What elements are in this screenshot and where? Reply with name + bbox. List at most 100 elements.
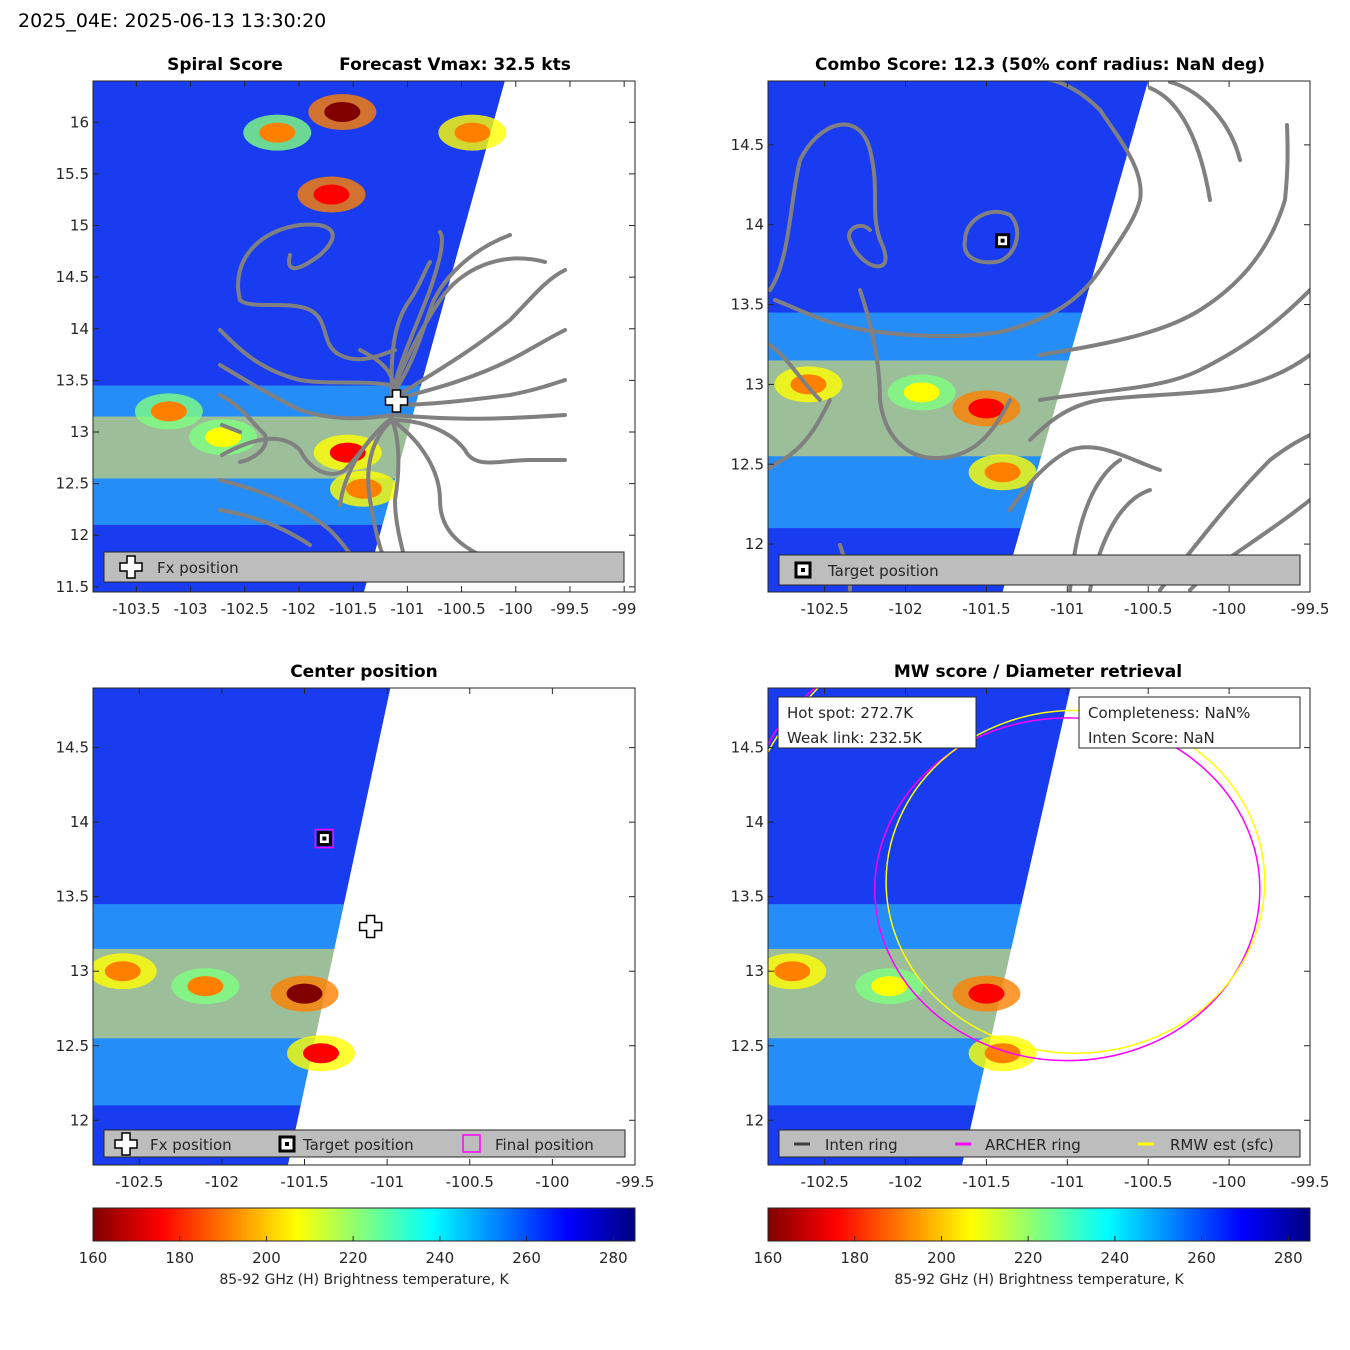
colorbar-tick-label: 260: [512, 1249, 541, 1267]
fx-position-marker: [358, 914, 383, 939]
colorbar-tick-label: 200: [252, 1249, 281, 1267]
colorbar-tick-label: 160: [79, 1249, 108, 1267]
no-data-region: [287, 688, 635, 1165]
x-tick-label: -100.5: [1124, 600, 1172, 618]
legend-final-position: Final position: [495, 1136, 594, 1154]
x-tick-label: -99.5: [1291, 1173, 1330, 1191]
spiral-score-panel: Spiral Score Forecast Vmax: 32.5 kts: [56, 55, 637, 618]
legend: Target position: [778, 554, 1301, 586]
y-tick-label: 12.5: [731, 1037, 764, 1055]
x-tick-label: -102.5: [800, 600, 848, 618]
hot-spot: [984, 462, 1021, 483]
combo-score-panel: Combo Score: 12.3 (50% conf radius: NaN …: [731, 55, 1330, 618]
colorbar-label: 85-92 GHz (H) Brightness temperature, K: [894, 1272, 1184, 1288]
inten-score-text: Inten Score: NaN: [1088, 729, 1215, 747]
marker-layer: [995, 233, 1011, 249]
figure-title: 2025_04E: 2025-06-13 13:30:20: [18, 10, 326, 32]
x-tick-label: -100: [499, 600, 533, 618]
y-tick-label: 12: [745, 1111, 764, 1129]
x-tick-label: -101: [390, 600, 424, 618]
target-position-icon: [794, 561, 812, 579]
x-tick-label: -100.5: [446, 1173, 494, 1191]
hot-spot-text: Hot spot: 272.7K: [787, 704, 914, 722]
target-position-dot: [1000, 238, 1005, 243]
y-tick-label: 14: [70, 813, 89, 831]
center-position-title: Center position: [290, 662, 438, 682]
y-tick-label: 14.5: [56, 268, 89, 286]
colorbar-tick-label: 220: [339, 1249, 368, 1267]
archer-ring: [874, 717, 1261, 1062]
x-tick-label: -102.5: [800, 1173, 848, 1191]
info-box-left: Hot spot: 272.7K Weak link: 232.5K: [777, 696, 977, 749]
completeness-text: Completeness: NaN%: [1088, 704, 1250, 722]
y-tick-label: 13: [745, 962, 764, 980]
y-tick-label: 12.5: [56, 1037, 89, 1055]
legend-target-position: Target position: [302, 1136, 414, 1154]
y-tick-label: 12.5: [56, 475, 89, 493]
x-tick-label: -103: [174, 600, 208, 618]
x-tick-label: -102.5: [221, 600, 269, 618]
y-tick-label: 13: [70, 962, 89, 980]
x-tick-label: -100: [1212, 600, 1246, 618]
plot-frame: [92, 687, 636, 1166]
legend-fx-position: Fx position: [157, 559, 239, 577]
no-data-region: [962, 688, 1310, 1165]
fx-position-marker: [384, 389, 409, 413]
forecast-vmax-title: Forecast Vmax: 32.5 kts: [339, 55, 571, 75]
hot-spot: [313, 184, 350, 205]
hot-spot: [968, 398, 1005, 419]
colorbar-tick-label: 220: [1014, 1249, 1043, 1267]
target-position-dot: [322, 836, 327, 841]
x-tick-label: -102: [888, 600, 922, 618]
colorbar-tick-label: 160: [754, 1249, 783, 1267]
hot-spot: [104, 961, 141, 982]
mw-score-title: MW score / Diameter retrieval: [894, 662, 1182, 682]
y-tick-label: 12: [70, 1111, 89, 1129]
marker-layer: [314, 828, 383, 939]
y-tick-label: 13.5: [731, 296, 764, 314]
y-tick-label: 14: [745, 216, 764, 234]
marker-layer: [384, 389, 409, 413]
y-tick-label: 13: [70, 423, 89, 441]
colorbar-gradient: [767, 1207, 1311, 1242]
x-tick-label: -103.5: [112, 600, 160, 618]
final-position-marker: [314, 828, 335, 849]
y-tick-label: 14.5: [56, 739, 89, 757]
x-tick-label: -101.5: [280, 1173, 328, 1191]
center-position-panel: Center position -102.5 -102 -101.5 -101 -100…: [56, 662, 655, 1191]
colorbar-tick-label: 280: [1274, 1249, 1303, 1267]
contour-lines: [768, 81, 1310, 592]
legend-target-position: Target position: [827, 562, 939, 580]
hot-spot: [454, 122, 491, 143]
colorbar-left: 160 180 200 220 240 260 280 85-92 GHz (H) Brig…: [79, 1207, 636, 1288]
fx-position-icon: [114, 1132, 138, 1156]
final-position-icon: [462, 1134, 481, 1153]
x-tick-label: -100: [535, 1173, 569, 1191]
legend-fx-position: Fx position: [150, 1136, 232, 1154]
hot-spot: [871, 976, 908, 997]
target-position-icon: [278, 1135, 296, 1153]
axes: -102.5 -102 -101.5 -101 -100.5 -100 -99.5 12 12.…: [56, 688, 655, 1191]
colorbar-tick-label: 260: [1187, 1249, 1216, 1267]
hot-spot: [324, 101, 361, 122]
y-tick-label: 13.5: [56, 371, 89, 389]
y-tick-label: 12: [70, 526, 89, 544]
hot-spot-layer: [93, 688, 635, 1165]
hot-spot: [286, 983, 323, 1004]
x-tick-label: -101.5: [962, 600, 1010, 618]
legend: Fx position: [103, 551, 625, 583]
x-tick-label: -100.5: [437, 600, 485, 618]
x-tick-label: -99.5: [616, 1173, 655, 1191]
colorbar-right: 160 180 200 220 240 260 280 85-92 GHz (H) Brig…: [754, 1207, 1311, 1288]
x-tick-label: -99.5: [551, 600, 590, 618]
y-tick-label: 14: [745, 813, 764, 831]
y-tick-label: 12.5: [731, 455, 764, 473]
x-tick-label: -100.5: [1124, 1173, 1172, 1191]
hot-spot: [150, 401, 187, 422]
axes: -103.5 -103 -102.5 -102 -101.5 -101 -100.5 -100…: [56, 81, 636, 618]
legend: Inten ring ARCHER ring RMW est (sfc): [778, 1129, 1301, 1158]
x-tick-label: -99.5: [1291, 600, 1330, 618]
x-tick-label: -101.5: [962, 1173, 1010, 1191]
x-tick-label: -101: [1050, 1173, 1084, 1191]
